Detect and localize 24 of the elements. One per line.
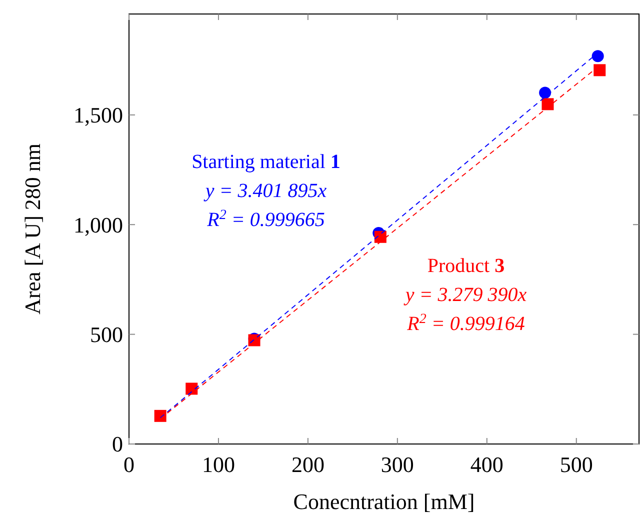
point (592, 50, 604, 62)
y-tick-label: 1,000 (74, 212, 123, 238)
point (374, 230, 386, 243)
text: Product 3 (427, 255, 505, 277)
annotation: y = 3.401 895x (203, 180, 327, 202)
point (154, 410, 166, 422)
y-tick-label: 0 (112, 432, 123, 457)
point (542, 98, 554, 110)
point (594, 64, 606, 76)
annotation: y = 3.279 390x (403, 284, 527, 306)
y-axis-title: Area [A U] 280 nm (20, 143, 45, 315)
x-tick-label: 100 (202, 452, 235, 477)
y-tick-label: 500 (90, 322, 123, 348)
point (539, 86, 552, 99)
x-tick-label: 300 (380, 452, 414, 477)
x-tick-label: 400 (470, 452, 504, 477)
x-tick-label: 200 (291, 452, 324, 477)
text: Starting material 1 (192, 151, 340, 173)
annotation: R$^{2}$ = 0.999164 (406, 312, 525, 335)
x-tick-label: 500 (560, 452, 593, 477)
point (186, 382, 198, 395)
annotation: R$^{2}$ = 0.999665 (206, 208, 325, 231)
x-axis-title: Conecntration [mM] (293, 489, 475, 514)
y-tick-label: 1,500 (74, 102, 123, 128)
